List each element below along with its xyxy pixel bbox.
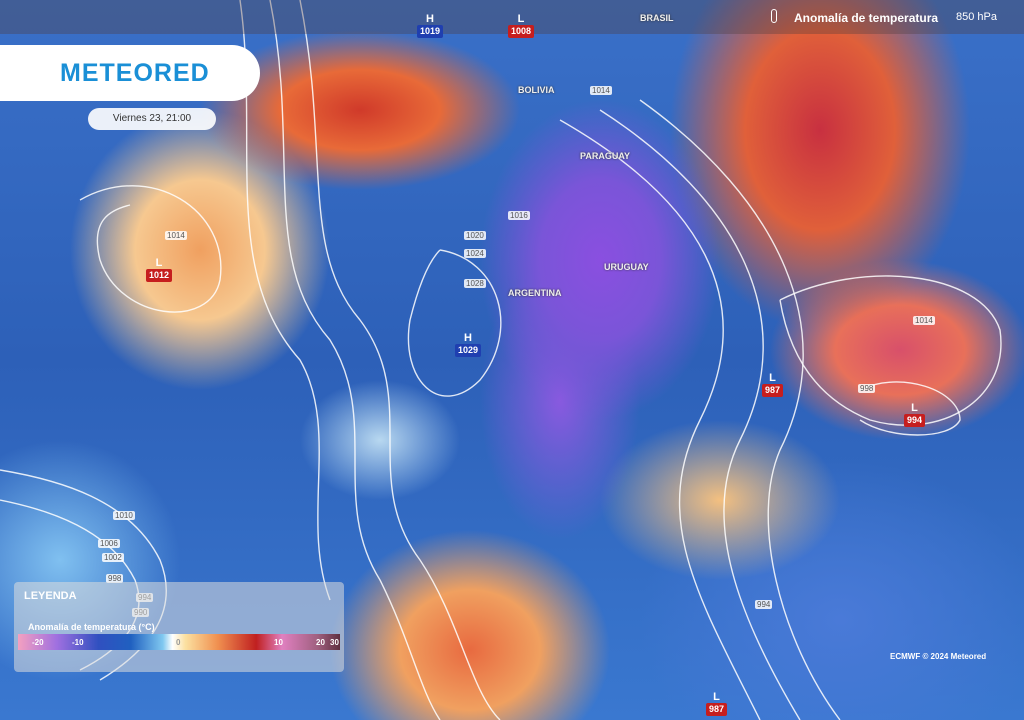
scale-tick: 30: [330, 637, 339, 647]
scale-tick: -10: [72, 637, 84, 647]
low-pressure-center[interactable]: L 994: [904, 403, 926, 427]
country-label-brasil: BRASIL: [640, 13, 674, 23]
layer-title: Anomalía de temperatura: [794, 11, 939, 25]
data-credit: ECMWF © 2024 Meteored: [890, 652, 987, 661]
isobar-label: 1028: [464, 279, 486, 288]
isobar-label: 1014: [165, 231, 187, 240]
isobar-label: 998: [858, 384, 876, 393]
legend-panel: LEYENDA Anomalía de temperatura (°C) -20…: [14, 582, 344, 672]
country-label-argentina: ARGENTINA: [508, 288, 562, 298]
country-label-paraguay: PARAGUAY: [580, 151, 631, 161]
isobar-label: 998: [106, 574, 124, 583]
scale-tick: 20: [316, 637, 325, 647]
isobar-label: 1014: [913, 316, 935, 325]
pressure-level[interactable]: 850 hPa: [956, 11, 997, 23]
isobar-label: 1002: [102, 553, 124, 562]
thermometer-icon: [771, 9, 777, 23]
high-pressure-center[interactable]: H 1029: [455, 333, 482, 357]
isobar-label: 1010: [113, 511, 135, 520]
country-label-bolivia: BOLIVIA: [518, 85, 555, 95]
meteored-logo[interactable]: METEORED: [0, 45, 260, 101]
country-label-uruguay: URUGUAY: [604, 262, 649, 272]
low-pressure-center[interactable]: L 1008: [508, 14, 535, 38]
isobar-label: 1014: [590, 86, 612, 95]
isobar-label: 1024: [464, 249, 486, 258]
color-scale: -20 -10 0 10 20 30: [18, 634, 340, 650]
legend-subtitle: Anomalía de temperatura (°C): [28, 622, 155, 632]
low-pressure-center[interactable]: L 987: [706, 692, 728, 716]
isobar-label: 1020: [464, 231, 486, 240]
isobar-label: 994: [755, 600, 773, 609]
scale-tick: 0: [176, 637, 181, 647]
scale-tick: -20: [32, 637, 44, 647]
low-pressure-center[interactable]: L 1012: [146, 258, 173, 282]
low-pressure-center[interactable]: L 987: [762, 373, 784, 397]
isobar-label: 1006: [98, 539, 120, 548]
isobar-label: 1016: [508, 211, 530, 220]
legend-title: LEYENDA: [24, 590, 77, 602]
forecast-date: Viernes 23, 21:00: [88, 108, 216, 130]
high-pressure-center[interactable]: H 1019: [417, 14, 444, 38]
scale-tick: 10: [274, 637, 283, 647]
